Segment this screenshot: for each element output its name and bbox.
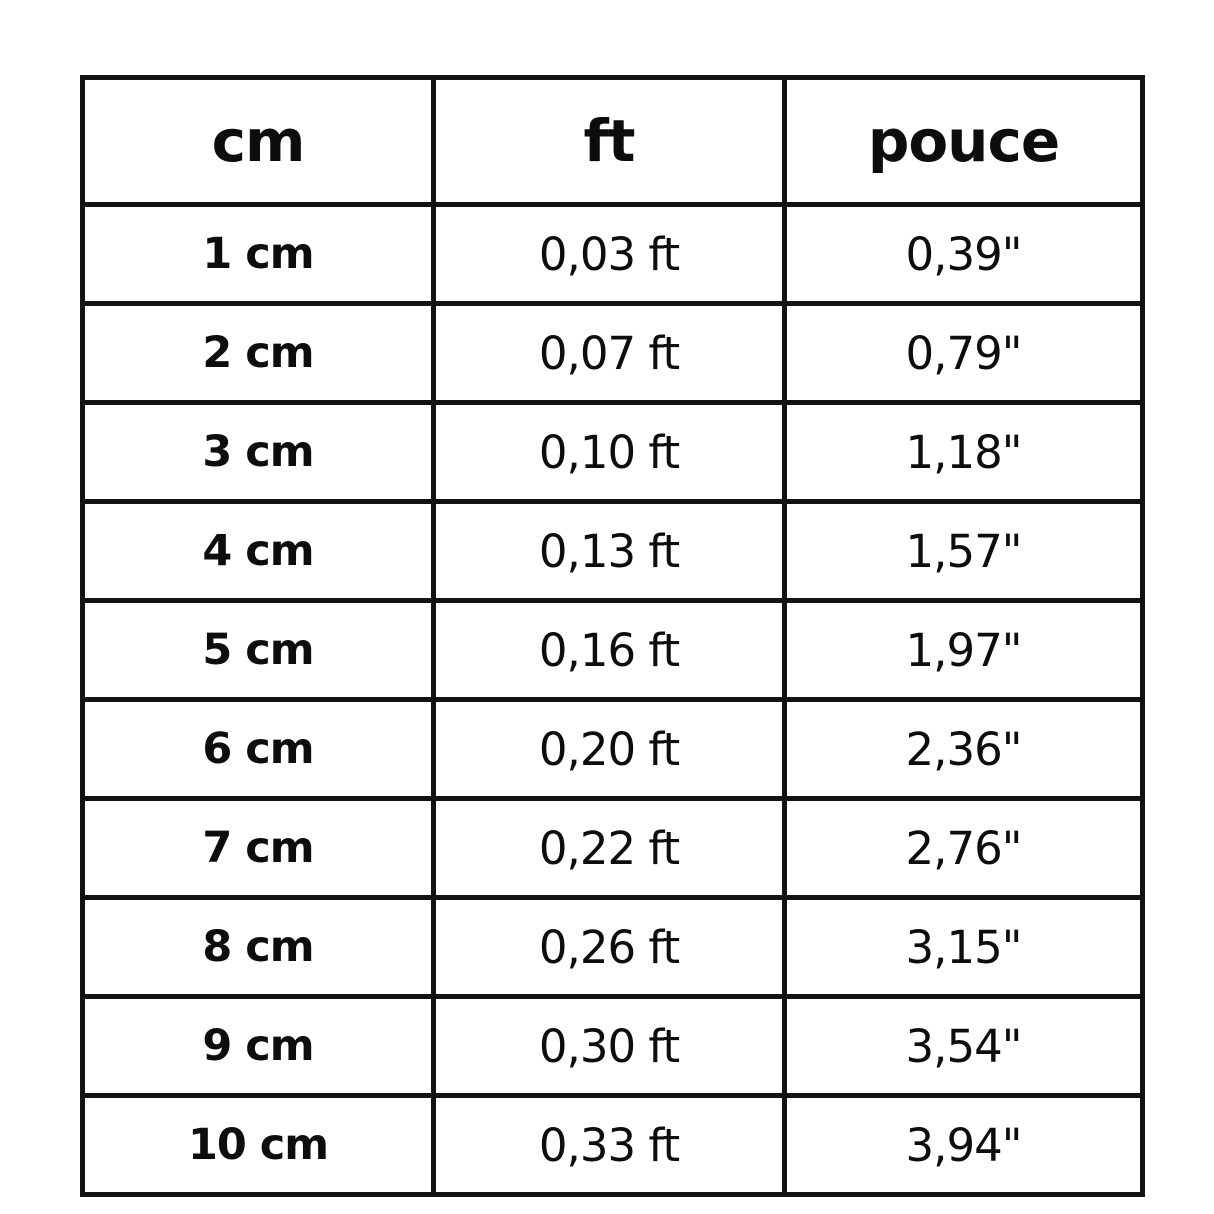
cell-ft: 0,13 ft	[431, 499, 787, 603]
cell-pouce: 0,39"	[782, 202, 1145, 306]
table-row: 10 cm 0,33 ft 3,94"	[80, 1093, 1145, 1197]
table-row: 8 cm 0,26 ft 3,15"	[80, 895, 1145, 999]
cell-cm: 2 cm	[80, 301, 436, 405]
table-header: cm ft pouce	[80, 75, 1145, 207]
cell-pouce: 1,57"	[782, 499, 1145, 603]
table-row: 5 cm 0,16 ft 1,97"	[80, 598, 1145, 702]
table-row: 3 cm 0,10 ft 1,18"	[80, 400, 1145, 504]
cell-ft: 0,30 ft	[431, 994, 787, 1098]
cell-ft: 0,03 ft	[431, 202, 787, 306]
table-row: 6 cm 0,20 ft 2,36"	[80, 697, 1145, 801]
cell-cm: 3 cm	[80, 400, 436, 504]
header-pouce: pouce	[782, 75, 1145, 207]
table-row: 7 cm 0,22 ft 2,76"	[80, 796, 1145, 900]
cell-ft: 0,33 ft	[431, 1093, 787, 1197]
cell-cm: 9 cm	[80, 994, 436, 1098]
cell-ft: 0,22 ft	[431, 796, 787, 900]
cell-cm: 7 cm	[80, 796, 436, 900]
cell-ft: 0,16 ft	[431, 598, 787, 702]
cell-ft: 0,10 ft	[431, 400, 787, 504]
cell-cm: 1 cm	[80, 202, 436, 306]
header-row: cm ft pouce	[80, 75, 1145, 207]
table-body: 1 cm 0,03 ft 0,39" 2 cm 0,07 ft 0,79" 3 cm 0,10…	[80, 202, 1145, 1197]
cell-cm: 8 cm	[80, 895, 436, 999]
cell-ft: 0,26 ft	[431, 895, 787, 999]
conversion-table: cm ft pouce 1 cm 0,03 ft 0,39" 2 cm 0,07 ft 0…	[80, 75, 1145, 1197]
cell-cm: 10 cm	[80, 1093, 436, 1197]
cell-pouce: 1,18"	[782, 400, 1145, 504]
cell-pouce: 2,76"	[782, 796, 1145, 900]
header-ft: ft	[431, 75, 787, 207]
cell-pouce: 1,97"	[782, 598, 1145, 702]
cell-ft: 0,07 ft	[431, 301, 787, 405]
table-row: 9 cm 0,30 ft 3,54"	[80, 994, 1145, 1098]
cell-pouce: 0,79"	[782, 301, 1145, 405]
cell-pouce: 2,36"	[782, 697, 1145, 801]
cell-ft: 0,20 ft	[431, 697, 787, 801]
cell-pouce: 3,94"	[782, 1093, 1145, 1197]
table-row: 4 cm 0,13 ft 1,57"	[80, 499, 1145, 603]
table-row: 2 cm 0,07 ft 0,79"	[80, 301, 1145, 405]
cell-pouce: 3,54"	[782, 994, 1145, 1098]
table-row: 1 cm 0,03 ft 0,39"	[80, 202, 1145, 306]
cell-cm: 5 cm	[80, 598, 436, 702]
header-cm: cm	[80, 75, 436, 207]
cell-pouce: 3,15"	[782, 895, 1145, 999]
cell-cm: 6 cm	[80, 697, 436, 801]
cell-cm: 4 cm	[80, 499, 436, 603]
